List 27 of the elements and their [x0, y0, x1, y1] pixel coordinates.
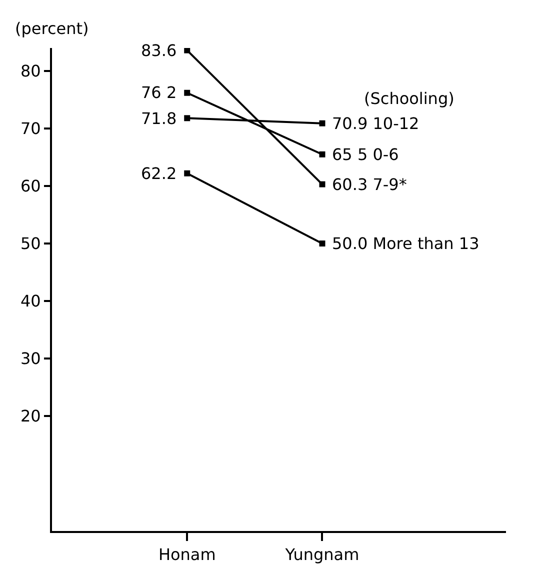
- text: 70.9 10-12: [332, 114, 420, 133]
- point: [184, 170, 190, 176]
- data-label: 62.2: [141, 164, 177, 183]
- y-tick-label: 40: [20, 292, 41, 311]
- data-label: 83.6: [141, 41, 177, 60]
- point: [184, 90, 190, 96]
- point: [319, 151, 326, 158]
- point: [184, 48, 190, 54]
- point: [184, 115, 190, 122]
- y-tick-label: 70: [20, 119, 41, 138]
- y-tick-label: 20: [20, 406, 41, 426]
- point: [319, 240, 326, 246]
- text: 65 5 0-6: [332, 145, 399, 164]
- point: [319, 181, 326, 188]
- y-axis-title: (percent): [15, 19, 89, 38]
- x-tick-label: Honam: [158, 545, 216, 564]
- y-tick-label: 60: [20, 176, 41, 196]
- x-tick-label: Yungnam: [284, 545, 360, 564]
- text: 50.0 More than 13: [332, 234, 480, 253]
- data-label: 71.8: [141, 109, 177, 128]
- legend-title: (Schooling): [364, 89, 454, 108]
- y-tick-label: 80: [20, 62, 41, 81]
- y-tick-label: 50: [20, 234, 41, 254]
- data-label: 76 2: [141, 83, 177, 102]
- point: [319, 120, 326, 126]
- text: 60.3 7-9*: [332, 175, 407, 194]
- y-tick-label: 30: [20, 349, 41, 368]
